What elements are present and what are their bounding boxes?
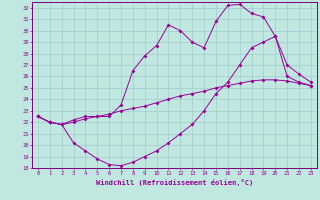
X-axis label: Windchill (Refroidissement éolien,°C): Windchill (Refroidissement éolien,°C) — [96, 179, 253, 186]
